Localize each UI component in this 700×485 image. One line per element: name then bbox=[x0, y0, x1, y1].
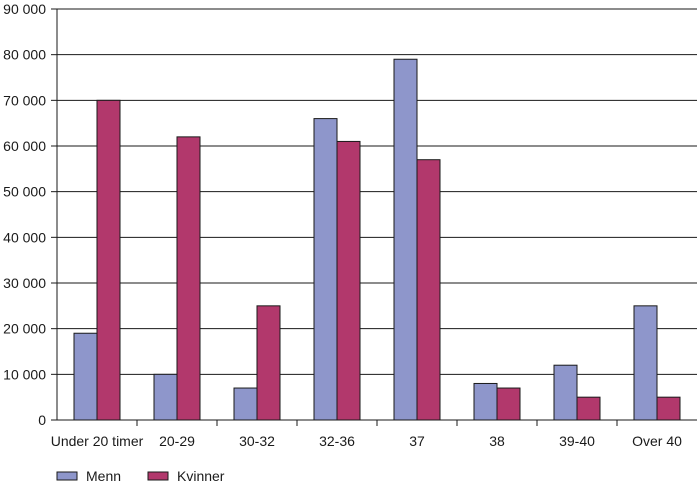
y-tick-label: 20 000 bbox=[3, 321, 46, 337]
bar-kvinner-0 bbox=[96, 99, 121, 421]
legend-swatch-kvinner bbox=[147, 471, 169, 481]
y-tick-label: 40 000 bbox=[3, 229, 46, 245]
y-tick-label: 10 000 bbox=[3, 366, 46, 382]
bar-kvinner-5 bbox=[496, 387, 521, 421]
bar-menn-1 bbox=[153, 373, 178, 421]
bar-menn-5 bbox=[473, 382, 498, 421]
y-tick-label: 90 000 bbox=[3, 1, 46, 17]
y-tick-label: 0 bbox=[38, 412, 46, 428]
axes bbox=[56, 9, 697, 421]
x-tick-label: 38 bbox=[489, 433, 505, 449]
bars bbox=[73, 58, 681, 421]
x-tick-label: 39-40 bbox=[559, 433, 595, 449]
legend-label-menn: Menn bbox=[86, 468, 121, 484]
y-tick-label: 50 000 bbox=[3, 184, 46, 200]
x-tick-label: 20-29 bbox=[159, 433, 195, 449]
bar-menn-3 bbox=[313, 118, 338, 421]
y-axis-tick-labels: 0 10 000 20 000 30 000 40 000 50 000 60 000 70 … bbox=[3, 1, 57, 428]
bar-menn-0 bbox=[73, 332, 98, 421]
y-tick-label: 80 000 bbox=[3, 47, 46, 63]
x-tick-label: 37 bbox=[409, 433, 425, 449]
legend-swatch-menn bbox=[56, 471, 78, 481]
bar-menn-2 bbox=[233, 387, 258, 421]
bar-menn-7 bbox=[633, 305, 658, 421]
bar-kvinner-3 bbox=[336, 140, 361, 421]
x-axis-tick-labels: Under 20 timer 20-29 30-32 32-36 37 38 39-40 Ov… bbox=[51, 420, 682, 449]
x-tick-label: Over 40 bbox=[632, 433, 682, 449]
bar-kvinner-7 bbox=[656, 396, 681, 421]
legend-label-kvinner: Kvinner bbox=[177, 468, 225, 484]
bar-kvinner-1 bbox=[176, 136, 201, 421]
bar-menn-4 bbox=[393, 58, 418, 421]
y-tick-label: 60 000 bbox=[3, 138, 46, 154]
gridlines bbox=[57, 8, 697, 375]
bar-kvinner-2 bbox=[256, 305, 281, 421]
legend: Menn Kvinner bbox=[56, 468, 225, 484]
bar-menn-6 bbox=[553, 364, 578, 421]
bar-kvinner-4 bbox=[416, 159, 441, 421]
x-tick-label: Under 20 timer bbox=[51, 433, 144, 449]
y-tick-label: 30 000 bbox=[3, 275, 46, 291]
bar-kvinner-6 bbox=[576, 396, 601, 421]
y-tick-label: 70 000 bbox=[3, 92, 46, 108]
x-tick-label: 30-32 bbox=[239, 433, 275, 449]
x-tick-label: 32-36 bbox=[319, 433, 355, 449]
